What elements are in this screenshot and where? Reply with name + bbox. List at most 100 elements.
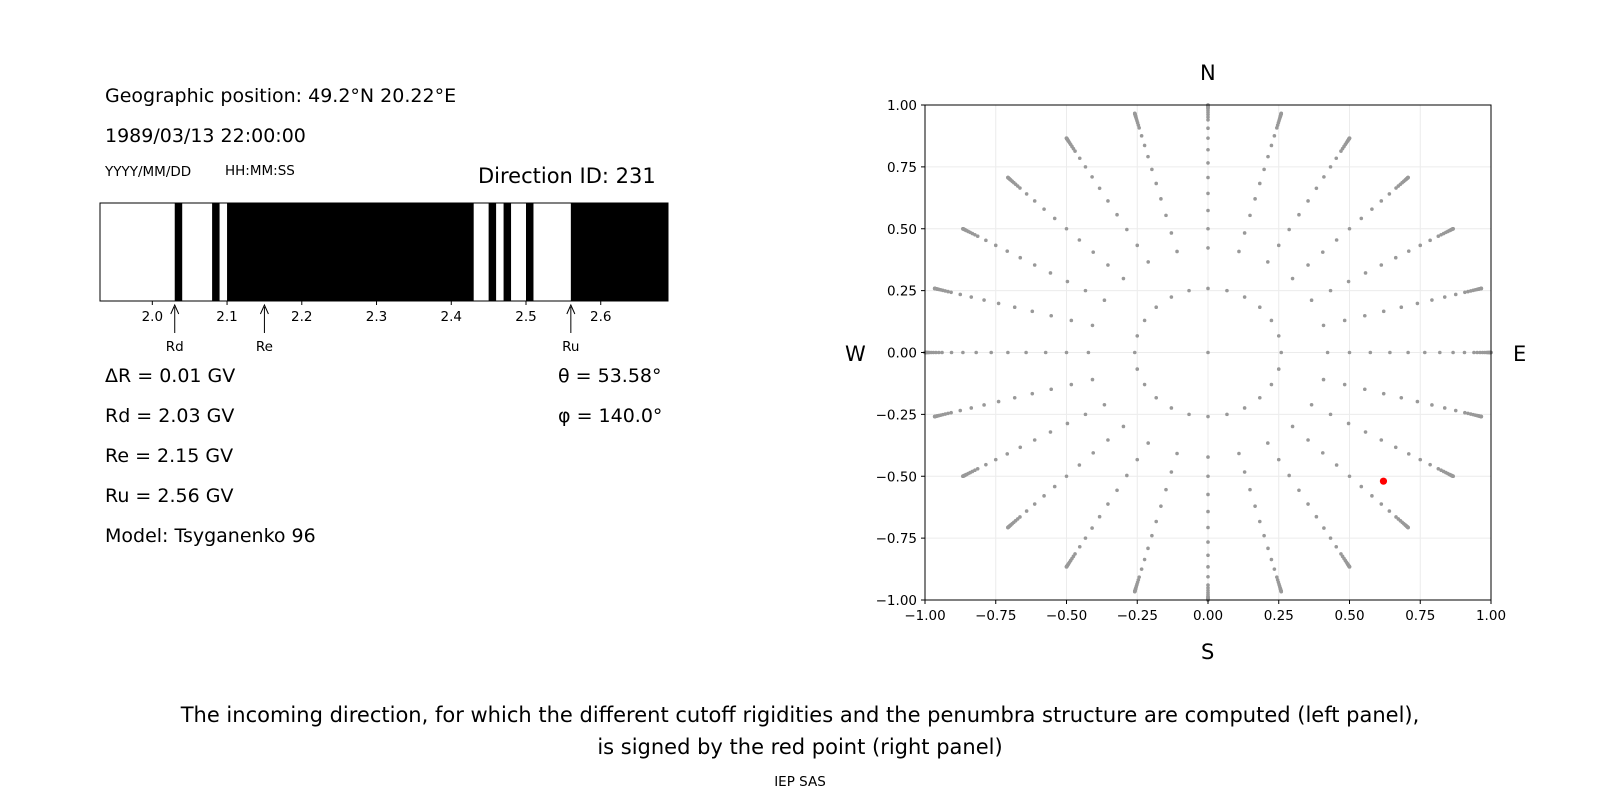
- direction-point: [1052, 216, 1057, 221]
- y-tick-label: 1.00: [887, 98, 917, 114]
- direction-point: [1154, 519, 1159, 524]
- direction-point: [1322, 175, 1326, 179]
- direction-point: [1006, 525, 1010, 530]
- x-tick-label: 1.00: [1476, 608, 1506, 624]
- direction-point: [1368, 350, 1373, 355]
- direction-point: [1206, 586, 1210, 590]
- direction-point: [1175, 249, 1179, 254]
- direction-id: Direction ID: 231: [478, 164, 656, 188]
- direction-point: [1146, 546, 1150, 551]
- direction-point: [1451, 226, 1455, 231]
- direction-point: [1106, 438, 1110, 442]
- direction-point: [1266, 154, 1270, 159]
- direction-point: [1253, 197, 1257, 201]
- direction-point: [1206, 226, 1210, 231]
- direction-point: [1266, 546, 1270, 551]
- direction-point: [1083, 536, 1088, 540]
- direction-point: [1334, 463, 1339, 467]
- direction-point: [1206, 191, 1210, 196]
- direction-point: [1090, 526, 1094, 530]
- forbidden-band: [570, 203, 668, 301]
- forbidden-band: [212, 203, 220, 301]
- direction-point: [1325, 350, 1330, 355]
- penumbra-tick-label: 2.1: [216, 309, 237, 325]
- direction-point: [1024, 350, 1028, 355]
- direction-point: [1462, 350, 1467, 355]
- direction-point: [1142, 318, 1147, 323]
- direction-point: [949, 410, 953, 415]
- direction-point: [974, 350, 978, 355]
- direction-point: [1393, 445, 1398, 450]
- direction-point: [1334, 156, 1339, 161]
- direction-point: [1472, 350, 1476, 355]
- forbidden-band: [174, 203, 183, 301]
- direction-point: [1069, 318, 1074, 323]
- direction-point: [1399, 395, 1404, 400]
- direction-point: [1370, 494, 1374, 498]
- direction-point: [1328, 288, 1333, 293]
- direction-point: [1005, 249, 1010, 253]
- direction-point: [982, 298, 986, 302]
- direction-point: [1342, 318, 1347, 323]
- direction-point: [1379, 199, 1384, 203]
- marker-label: Ru: [562, 339, 579, 355]
- direction-point: [934, 350, 938, 355]
- y-tick-label: −0.75: [876, 531, 917, 547]
- direction-point: [1187, 288, 1191, 293]
- direction-point: [1269, 557, 1274, 562]
- direction-point: [1106, 263, 1110, 267]
- direction-point: [1242, 231, 1247, 235]
- x-tick-label: −0.50: [1046, 608, 1087, 624]
- direction-point: [1321, 377, 1326, 382]
- direction-point: [1142, 143, 1147, 148]
- direction-point: [1132, 589, 1137, 594]
- direction-point: [1479, 286, 1484, 291]
- direction-point: [1306, 199, 1310, 203]
- direction-point: [975, 466, 980, 471]
- direction-point: [1121, 276, 1126, 281]
- direction-point: [1064, 350, 1069, 355]
- direction-point: [1359, 216, 1364, 221]
- direction-point: [996, 399, 1001, 404]
- direction-point: [1206, 509, 1210, 514]
- direction-point: [1478, 350, 1482, 355]
- direction-point: [1328, 536, 1333, 540]
- direction-point: [1279, 111, 1284, 116]
- direction-point: [1052, 484, 1057, 489]
- south-label: S: [1201, 640, 1215, 664]
- direction-point: [1206, 175, 1210, 180]
- direction-point: [1418, 243, 1423, 248]
- direction-point: [1206, 115, 1210, 119]
- direction-point: [1064, 136, 1069, 140]
- direction-point: [1393, 255, 1398, 260]
- direction-point: [1077, 463, 1082, 467]
- forbidden-band: [227, 203, 474, 301]
- direction-point: [1135, 367, 1140, 371]
- y-tick-label: 0.50: [887, 222, 917, 238]
- direction-point: [1032, 199, 1037, 203]
- direction-point: [949, 350, 954, 355]
- direction-point: [1334, 238, 1339, 242]
- direction-point: [1306, 263, 1310, 267]
- direction-point: [1248, 487, 1252, 492]
- direction-point: [1090, 323, 1095, 328]
- re-value: Re = 2.15 GV: [105, 445, 234, 467]
- direction-point: [1159, 197, 1163, 201]
- direction-point: [937, 350, 941, 355]
- direction-point: [961, 474, 965, 479]
- direction-point: [1406, 350, 1410, 355]
- time-format-label: HH:MM:SS: [225, 163, 295, 179]
- direction-point: [961, 226, 965, 231]
- direction-point: [1237, 249, 1241, 254]
- direction-point: [993, 243, 998, 248]
- direction-point: [1024, 192, 1029, 196]
- phi-value: φ = 140.0°: [558, 405, 663, 427]
- direction-point: [1065, 421, 1070, 426]
- direction-point: [1453, 292, 1458, 297]
- penumbra-tick-label: 2.3: [366, 309, 387, 325]
- x-tick-label: 0.50: [1334, 608, 1364, 624]
- direction-point: [1083, 412, 1088, 417]
- direction-point: [1018, 445, 1023, 450]
- direction-point: [1399, 305, 1404, 310]
